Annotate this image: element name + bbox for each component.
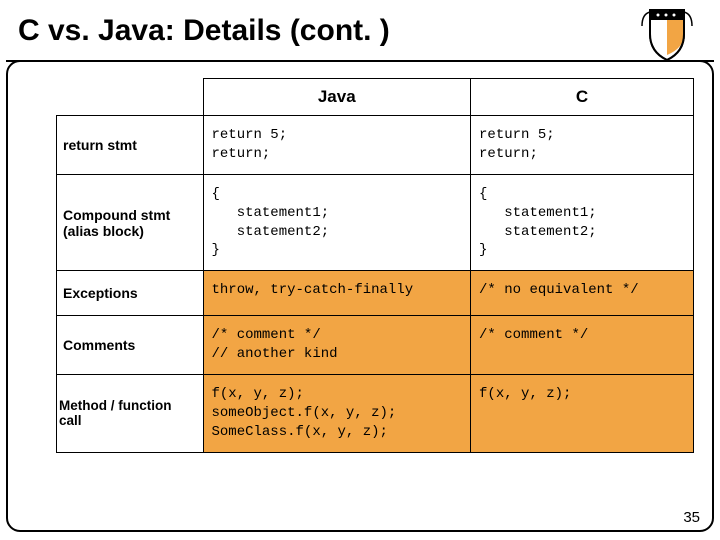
row-label: Comments — [57, 316, 204, 375]
cell-c: /* no equivalent */ — [471, 271, 694, 316]
table-corner — [57, 79, 204, 116]
comparison-table: Java C return stmt return 5; return; ret… — [56, 78, 694, 453]
cell-java: /* comment */ // another kind — [203, 316, 471, 375]
table-row: Compound stmt (alias block) { statement1… — [57, 174, 694, 271]
table-row: Method / function call f(x, y, z); someO… — [57, 375, 694, 453]
cell-java: throw, try-catch-finally — [203, 271, 471, 316]
row-label: return stmt — [57, 116, 204, 175]
shield-icon — [636, 6, 698, 64]
row-label: Exceptions — [57, 271, 204, 316]
table-header-row: Java C — [57, 79, 694, 116]
cell-c: /* comment */ — [471, 316, 694, 375]
table-row: Exceptions throw, try-catch-finally /* n… — [57, 271, 694, 316]
table-row: Comments /* comment */ // another kind /… — [57, 316, 694, 375]
table-row: return stmt return 5; return; return 5; … — [57, 116, 694, 175]
col-header-java: Java — [203, 79, 471, 116]
page-number: 35 — [683, 509, 700, 526]
col-header-c: C — [471, 79, 694, 116]
slide-title: C vs. Java: Details (cont. ) — [18, 14, 390, 48]
cell-java: return 5; return; — [203, 116, 471, 175]
cell-java: f(x, y, z); someObject.f(x, y, z); SomeC… — [203, 375, 471, 453]
cell-java: { statement1; statement2; } — [203, 174, 471, 271]
cell-c: return 5; return; — [471, 116, 694, 175]
row-label: Compound stmt (alias block) — [57, 174, 204, 271]
row-label: Method / function call — [57, 375, 204, 453]
cell-c: { statement1; statement2; } — [471, 174, 694, 271]
cell-c: f(x, y, z); — [471, 375, 694, 453]
content-area: Java C return stmt return 5; return; ret… — [56, 78, 694, 496]
